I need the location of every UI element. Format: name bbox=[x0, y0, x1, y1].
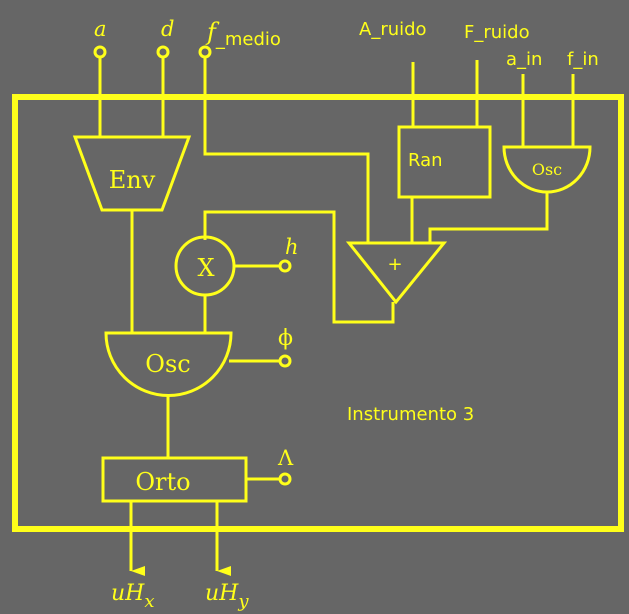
adder-block bbox=[345, 241, 448, 305]
label-f-medio: f_medio bbox=[205, 18, 281, 50]
terminal-lambda bbox=[278, 472, 292, 486]
output-label-uhx-base: uH bbox=[111, 581, 145, 606]
instrument-title: Instrumento 3 bbox=[347, 404, 474, 425]
output-label-uhx-sub: x bbox=[144, 591, 154, 612]
label-f-ruido: F_ruido bbox=[464, 22, 530, 43]
orto-label: Orto bbox=[135, 468, 190, 496]
label-a-ruido: A_ruido bbox=[359, 19, 427, 40]
osc-main-label: Osc bbox=[145, 350, 190, 378]
ran-label: Ran bbox=[408, 150, 443, 171]
osc-main-block bbox=[104, 331, 233, 397]
adder-label: + bbox=[387, 254, 402, 275]
terminal-phi bbox=[278, 354, 292, 368]
output-label-uhx: uHx bbox=[111, 581, 155, 612]
wire-f-medio bbox=[203, 57, 370, 243]
label-f-medio-sub: _medio bbox=[215, 29, 281, 50]
orto-block bbox=[101, 456, 248, 503]
osc-small-label: Osc bbox=[532, 160, 562, 179]
wire-osc-adder bbox=[428, 193, 549, 243]
label-a: a bbox=[94, 17, 107, 41]
multiplier-block bbox=[174, 235, 236, 297]
terminal-d bbox=[156, 45, 170, 59]
label-a-in: a_in bbox=[506, 49, 542, 70]
wire-mult-input bbox=[203, 210, 395, 324]
label-lambda: Λ bbox=[277, 446, 294, 470]
output-label-uhy-base: uH bbox=[205, 581, 239, 606]
label-d: d bbox=[161, 17, 174, 41]
terminal-f-medio bbox=[198, 45, 212, 59]
env-block bbox=[72, 135, 192, 212]
instrument-frame bbox=[12, 94, 624, 532]
terminal-a bbox=[93, 45, 107, 59]
label-h: h bbox=[285, 235, 299, 259]
env-label: Env bbox=[109, 166, 156, 194]
ran-block bbox=[397, 125, 492, 199]
label-phi: ϕ bbox=[278, 326, 293, 351]
terminal-h bbox=[278, 259, 292, 273]
output-label-uhy-sub: y bbox=[237, 591, 249, 612]
osc-small-block bbox=[502, 145, 592, 194]
multiplier-label: X bbox=[197, 254, 214, 282]
output-label-uhy: uHy bbox=[205, 581, 249, 612]
label-f-in: f_in bbox=[567, 49, 599, 70]
